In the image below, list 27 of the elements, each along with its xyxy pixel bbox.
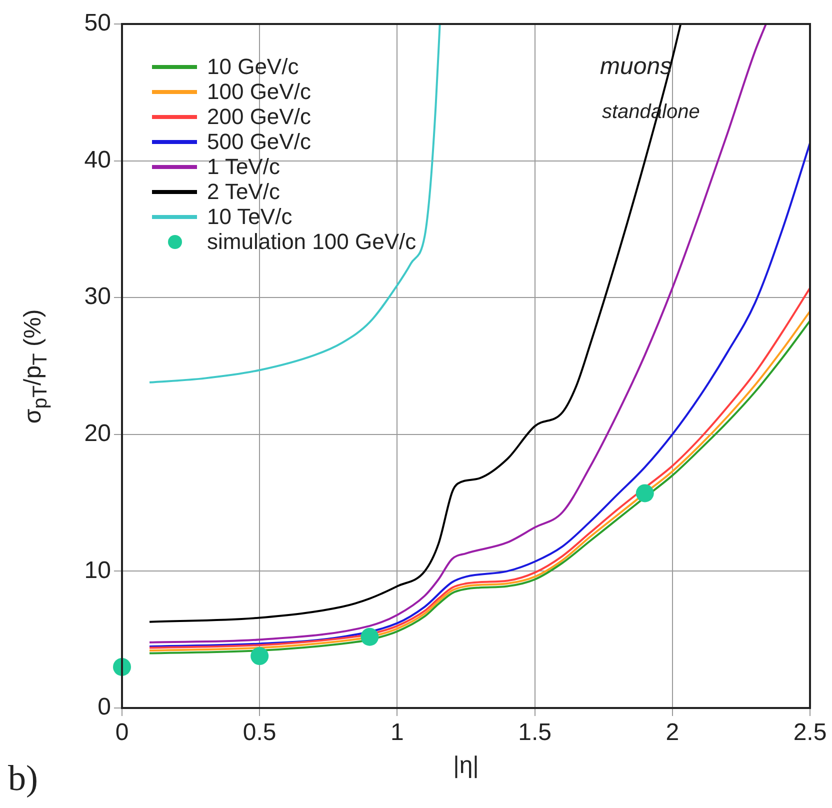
y-tick-label: 40 [84, 146, 111, 174]
x-tick-label: 2 [666, 719, 680, 746]
x-tick-label: 0.5 [242, 719, 276, 746]
point [250, 647, 269, 666]
x-tick-label: 2.5 [793, 719, 827, 746]
y-tick-label: 10 [84, 556, 111, 584]
y-tick-label: 0 [98, 694, 111, 721]
text: b) [8, 758, 38, 798]
legend-label: 10 TeV/c [207, 204, 292, 229]
x-tick-label: 0 [115, 719, 129, 746]
line-series [148, 24, 441, 384]
line-series [148, 24, 767, 644]
legend-label: 500 GeV/c [207, 129, 311, 154]
y-tick-label: 50 [84, 10, 111, 37]
legend-label: 1 TeV/c [207, 154, 280, 179]
point [636, 484, 654, 502]
y-tick-label: 20 [84, 420, 111, 448]
legend-label: 2 TeV/c [207, 179, 280, 204]
x-tick-label: 1 [390, 719, 404, 746]
legend-label: 200 GeV/c [207, 104, 311, 129]
legend-label: 100 GeV/c [207, 79, 311, 104]
y-tick-label: 30 [84, 283, 111, 310]
x-tick-label: 1.5 [518, 719, 552, 746]
legend-label: 10 GeV/c [207, 54, 299, 79]
point [360, 628, 379, 646]
legend-label: simulation 100 GeV/c [207, 229, 416, 254]
x-axis-title: |η| [452, 752, 480, 780]
